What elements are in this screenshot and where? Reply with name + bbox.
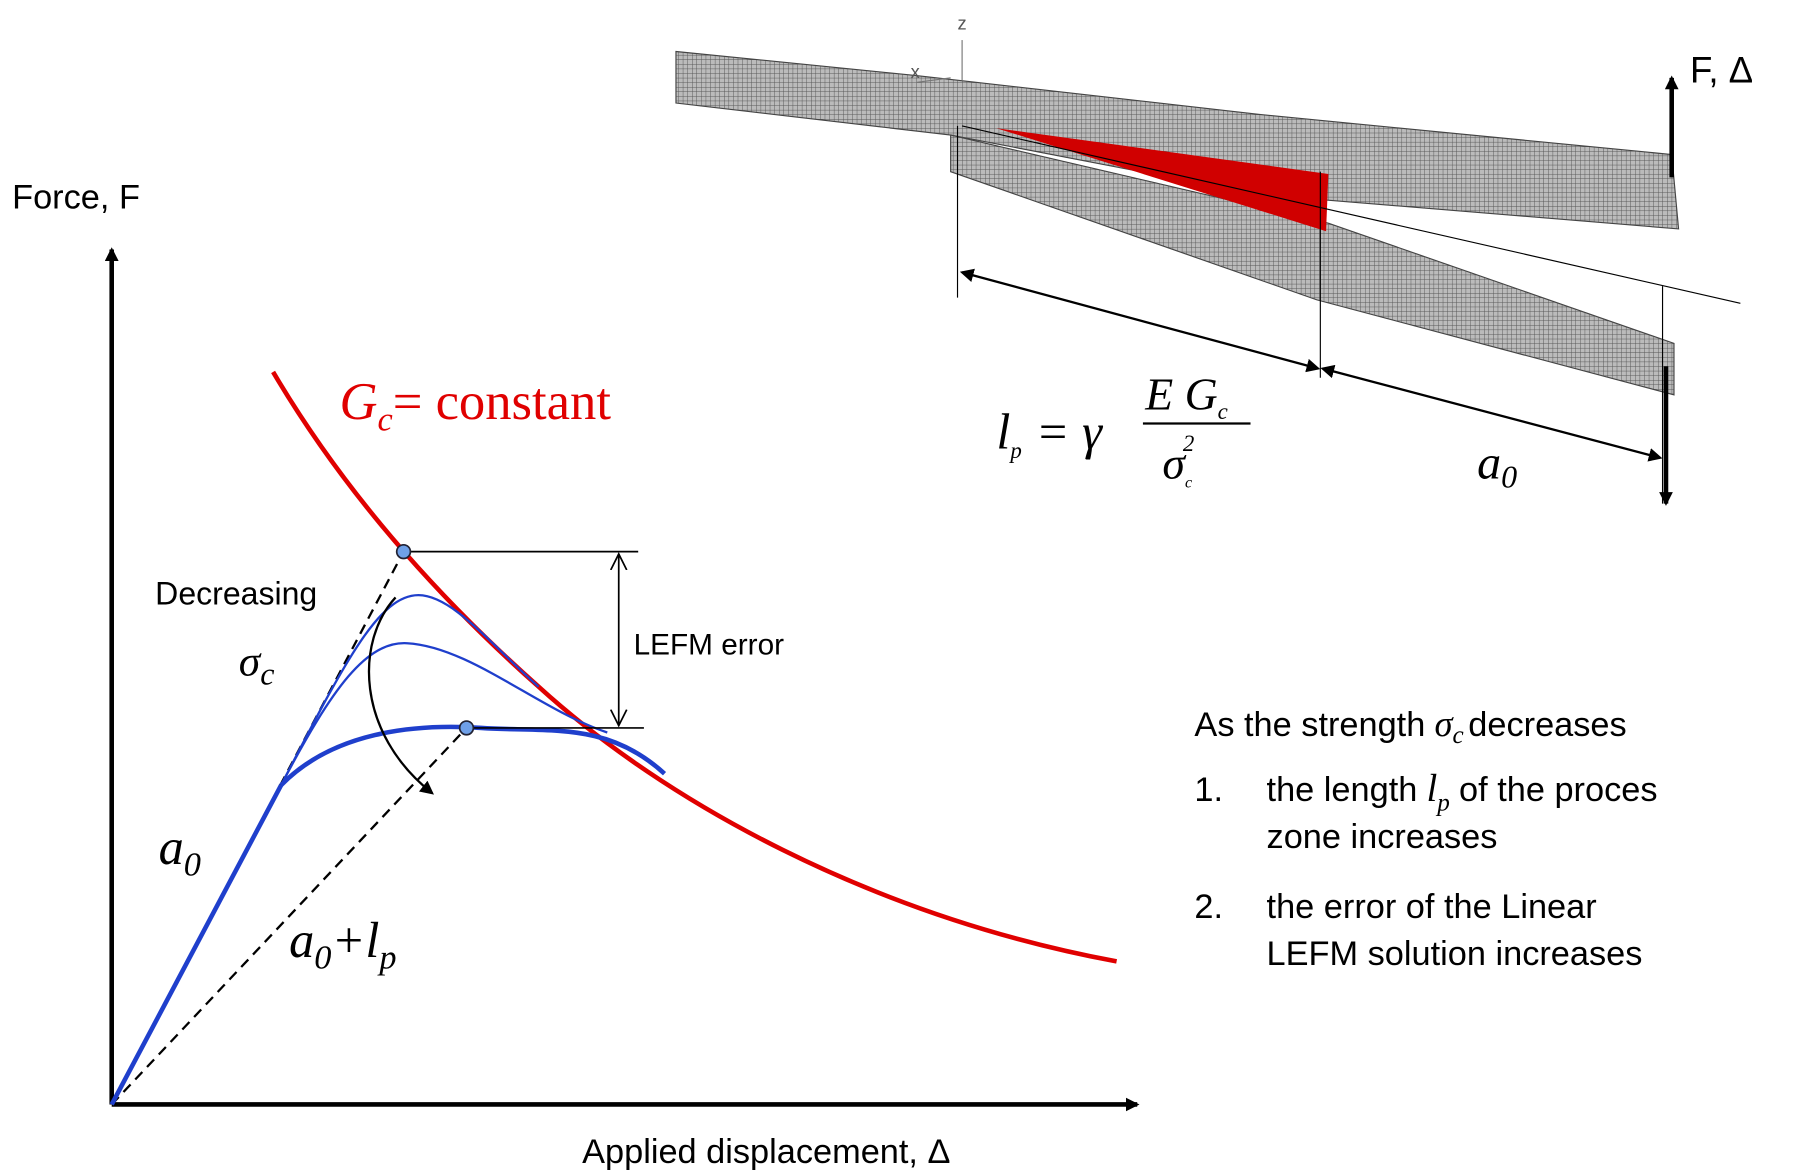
text: = constant <box>393 373 612 431</box>
subscript: 0 <box>184 846 201 884</box>
formula-denominator: σc 2 <box>1162 431 1194 492</box>
subscript: p <box>1008 438 1021 463</box>
symbol: l <box>1426 767 1437 810</box>
subscript: c <box>377 400 392 438</box>
superscript: 2 <box>1183 431 1194 456</box>
subscript: c <box>260 655 274 691</box>
decreasing-arrow <box>367 596 434 795</box>
process-zone <box>996 128 1329 232</box>
note-intro: As the strength σc decreases <box>1194 703 1626 749</box>
text: As the strength <box>1194 706 1425 744</box>
symbol: σ <box>1434 703 1454 744</box>
symbol: σ <box>1162 437 1187 488</box>
text: decreases <box>1468 706 1626 744</box>
symbol: a <box>1477 436 1501 489</box>
subscript: c <box>1185 475 1192 492</box>
load-label: F, Δ <box>1690 49 1753 90</box>
y-axis-label: Force, F <box>12 178 140 216</box>
response-curve <box>280 642 608 786</box>
note-item-text: the length lp of the proces <box>1267 767 1658 816</box>
a0-lp-label: a0+lp <box>289 912 396 976</box>
symbol: a <box>289 912 314 968</box>
symbol: σ <box>239 637 262 685</box>
note-item-text: the error of the Linear <box>1267 888 1597 926</box>
gc-label: Gc= constant <box>339 373 611 438</box>
text: the length <box>1267 771 1418 809</box>
a0-beam: a0 <box>1477 436 1517 494</box>
gc-curve <box>271 370 1118 964</box>
point <box>458 720 475 736</box>
formula-numerator: E Gc <box>1144 369 1228 424</box>
formula-lhs: lp = γ <box>996 404 1103 463</box>
note-item-text: zone increases <box>1267 818 1498 856</box>
dashed-line <box>110 727 468 1106</box>
note-item-text: LEFM solution increases <box>1267 935 1643 973</box>
x-axis-label: Applied displacement, Δ <box>582 1133 950 1171</box>
equals: = γ <box>1036 404 1104 460</box>
text: of the proces <box>1459 771 1657 809</box>
subscript: 0 <box>1501 459 1517 495</box>
lefm-error-label: LEFM error <box>634 629 785 662</box>
subscript: c <box>1453 722 1464 749</box>
axis-x: x <box>911 61 920 82</box>
note-item: 2. <box>1194 888 1223 926</box>
symbol: a <box>159 819 184 875</box>
axis-z: z <box>958 13 967 34</box>
subscript: 0 <box>314 938 331 976</box>
sigma-label: σc <box>239 637 275 691</box>
response-curve <box>279 724 667 787</box>
point <box>395 543 412 560</box>
note-item: 1. <box>1194 771 1223 809</box>
initial-slope <box>109 784 284 1106</box>
symbol: l <box>996 404 1010 460</box>
beam <box>675 40 1741 506</box>
symbol: G <box>339 373 377 431</box>
subscript: c <box>1218 399 1228 424</box>
response-curve <box>280 594 540 786</box>
decreasing-label: Decreasing <box>155 575 317 611</box>
a0-label: a0 <box>159 819 201 883</box>
subscript: p <box>376 938 396 976</box>
text: +l <box>331 912 379 968</box>
symbol: E G <box>1144 369 1217 420</box>
subscript: p <box>1435 789 1450 816</box>
